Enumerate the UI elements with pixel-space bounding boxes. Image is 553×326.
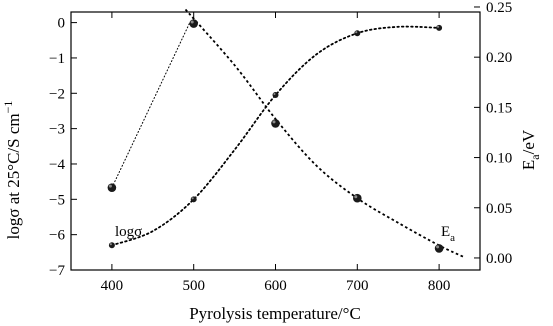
- right-y-axis-title: Ea/eV: [519, 129, 542, 170]
- left-y-axis-ticks: 0 −1 −2 −3 −4 −5 −6 −7: [49, 16, 77, 279]
- log-sigma-point: [436, 24, 443, 31]
- fit-curves: [111, 8, 464, 258]
- ea-point: [107, 183, 117, 192]
- log-sigma-point-highlight: [437, 25, 440, 28]
- ea-point-highlight: [436, 245, 440, 249]
- log-sigma-point-marker: [272, 92, 279, 99]
- ea-point-marker: [271, 119, 280, 128]
- left-y-axis-title-superscript: −1: [1, 101, 15, 114]
- log-sigma-point-highlight: [191, 197, 194, 200]
- x-axis-ticks: 400 500 600 700 800: [101, 12, 451, 294]
- left-y-tick-label: −6: [49, 228, 65, 244]
- log-sigma-point-marker: [354, 30, 361, 37]
- ea-point-marker: [434, 244, 444, 253]
- ea-point-highlight: [272, 120, 276, 124]
- annotation-ea-main: E: [441, 224, 450, 240]
- ea-point-highlight: [108, 184, 112, 188]
- ea-point: [353, 193, 362, 203]
- right-y-tick-label: 0.15: [486, 100, 512, 116]
- annotation-log-sigma: logσ: [115, 224, 142, 240]
- x-tick-label: 700: [346, 278, 369, 294]
- ea-fit-curve-rising: [111, 22, 191, 189]
- x-tick-label: 600: [264, 278, 287, 294]
- left-y-tick-label: −5: [49, 192, 65, 208]
- ea-point: [434, 244, 444, 253]
- ea-fit-curve-falling: [184, 8, 464, 258]
- right-y-axis-ticks: 0.00 0.05 0.10 0.15 0.20 0.25: [474, 0, 512, 267]
- right-y-tick-label: 0.25: [486, 0, 512, 16]
- x-tick-label: 400: [101, 278, 124, 294]
- right-y-tick-label: 0.00: [486, 251, 512, 267]
- x-tick-label: 500: [182, 278, 205, 294]
- left-y-tick-label: −4: [49, 157, 65, 173]
- left-y-axis-title: logσ at 25°C/S cm−1: [1, 101, 23, 240]
- log-sigma-fit-curve: [111, 25, 440, 247]
- data-points: [107, 19, 444, 253]
- log-sigma-point-marker: [190, 196, 197, 203]
- annotation-ea: Ea: [441, 224, 455, 244]
- right-y-tick-label: 0.10: [486, 151, 512, 167]
- left-y-tick-label: 0: [58, 16, 66, 32]
- log-sigma-point: [272, 92, 279, 99]
- right-y-axis-title-sub: a: [528, 154, 542, 160]
- ea-point-highlight: [354, 195, 358, 199]
- log-sigma-point-highlight: [273, 92, 276, 96]
- log-sigma-point: [354, 30, 361, 37]
- left-y-tick-label: −7: [49, 263, 65, 279]
- right-y-tick-label: 0.20: [486, 50, 512, 66]
- log-sigma-point-highlight: [355, 31, 358, 34]
- x-axis-title: Pyrolysis temperature/°C: [189, 304, 361, 323]
- right-y-axis-title-unit: /eV: [519, 129, 538, 154]
- ea-point: [271, 119, 280, 128]
- right-y-tick-label: 0.05: [486, 201, 512, 217]
- log-sigma-point-highlight: [109, 243, 112, 246]
- ea-point-marker: [353, 193, 362, 203]
- log-sigma-point-marker: [108, 242, 115, 249]
- log-sigma-point: [190, 196, 197, 203]
- log-sigma-point: [108, 242, 115, 249]
- right-y-axis-title-main: E: [519, 160, 538, 170]
- left-y-axis-title-main: logσ at 25°C/S cm: [4, 113, 23, 239]
- left-y-tick-label: −3: [49, 122, 65, 138]
- left-y-tick-label: −1: [49, 51, 65, 67]
- x-tick-label: 800: [428, 278, 451, 294]
- log-sigma-point-marker: [436, 24, 443, 31]
- annotation-ea-sub: a: [450, 232, 455, 244]
- ea-point-marker: [107, 183, 117, 192]
- ea-point-marker: [189, 19, 198, 28]
- left-y-tick-label: −2: [49, 86, 65, 102]
- ea-point: [189, 19, 198, 28]
- ea-point-highlight: [190, 20, 194, 24]
